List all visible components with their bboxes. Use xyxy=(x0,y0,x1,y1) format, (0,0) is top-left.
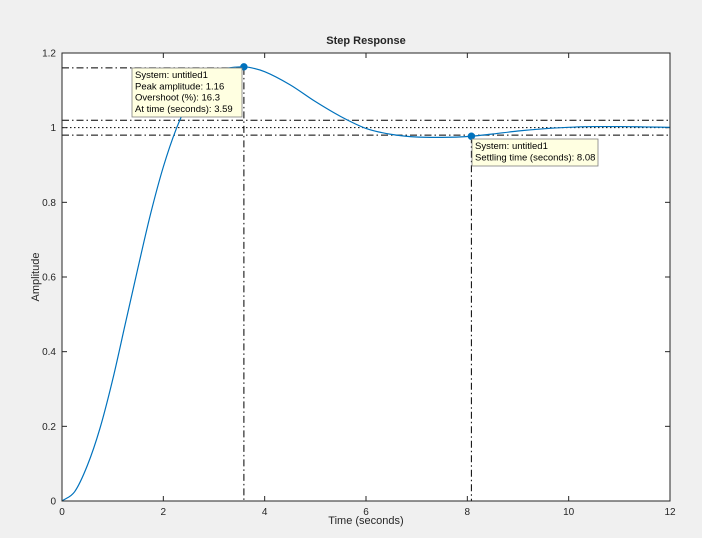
datatip-line: At time (seconds): 3.59 xyxy=(135,104,233,115)
datatip-background xyxy=(471,138,599,167)
datatip-line: Peak amplitude: 1.16 xyxy=(135,81,224,92)
chart-title: Step Response xyxy=(326,35,405,47)
y-tick-label: 0.2 xyxy=(42,422,56,433)
datatip-line: Overshoot (%): 16.3 xyxy=(135,93,220,104)
y-tick-label: 0.8 xyxy=(42,198,56,209)
y-axis-label: Amplitude xyxy=(30,253,42,302)
x-tick-label: 6 xyxy=(363,507,369,518)
x-tick-label: 0 xyxy=(59,507,65,518)
x-axis-label: Time (seconds) xyxy=(328,515,403,527)
x-tick-label: 4 xyxy=(262,507,268,518)
x-tick-label: 2 xyxy=(161,507,167,518)
y-tick-label: 0.6 xyxy=(42,273,56,284)
plot-frame xyxy=(61,52,671,502)
x-tick-label: 12 xyxy=(664,507,676,518)
step-response-line xyxy=(61,66,671,502)
datatip-line: System: untitled1 xyxy=(135,70,208,81)
series-group xyxy=(61,66,671,502)
y-tick-label: 0.4 xyxy=(42,347,56,358)
datatip-line: System: untitled1 xyxy=(475,141,548,152)
y-tick-label: 1 xyxy=(50,123,56,134)
x-tick-label: 10 xyxy=(563,507,575,518)
y-tick-label: 0 xyxy=(50,497,56,508)
x-tick-label: 8 xyxy=(465,507,471,518)
y-tick-label: 1.2 xyxy=(42,49,56,60)
datatip-background xyxy=(131,67,243,118)
datatip-line: Settling time (seconds): 8.08 xyxy=(475,152,595,163)
datatip-marker[interactable] xyxy=(467,132,476,140)
